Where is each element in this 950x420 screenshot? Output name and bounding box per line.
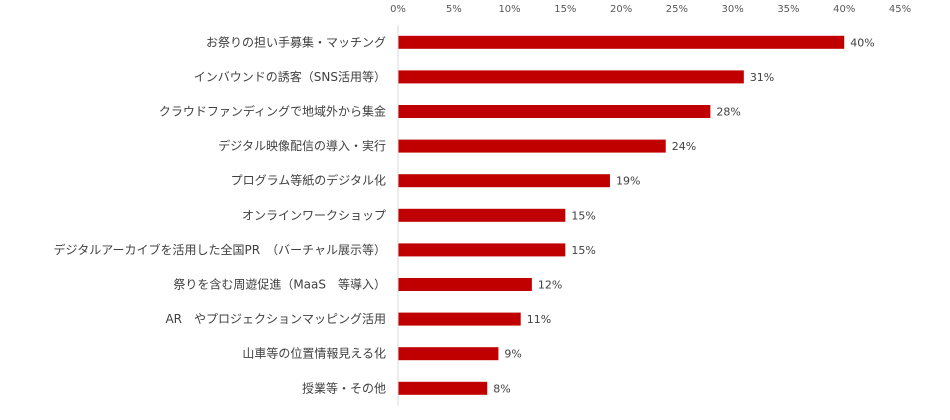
x-tick-label: 40% xyxy=(833,4,855,15)
bar xyxy=(398,347,499,361)
bar xyxy=(398,174,610,188)
category-label: プログラム等紙のデジタル化 xyxy=(231,173,386,188)
data-label: 11% xyxy=(527,313,551,326)
x-tick-label: 5% xyxy=(446,4,462,15)
data-label: 12% xyxy=(538,279,562,292)
bar xyxy=(398,35,845,49)
category-label: AR やプロジェクションマッピング活用 xyxy=(165,312,386,326)
bar xyxy=(398,70,744,84)
category-label: 山車等の位置情報見える化 xyxy=(242,346,386,361)
x-tick-label: 20% xyxy=(610,4,632,15)
category-label: デジタル映像配信の導入・実行 xyxy=(218,138,386,153)
data-label: 15% xyxy=(571,244,595,257)
category-label: デジタルアーカイブを活用した全国PR （バーチャル展示等） xyxy=(54,242,387,257)
bar xyxy=(398,312,521,326)
category-label: 授業等・その他 xyxy=(302,380,386,395)
category-label: 祭りを含む周遊促進（MaaS 等導入） xyxy=(173,277,386,292)
x-tick-label: 45% xyxy=(889,4,911,15)
data-label: 19% xyxy=(616,175,640,188)
data-label: 40% xyxy=(850,36,874,49)
bar xyxy=(398,243,566,257)
bars: お祭りの担い手募集・マッチング 40% インバウンドの誘客（SNS活用等） 31% クラ… xyxy=(54,34,875,395)
x-tick-label: 30% xyxy=(722,4,744,15)
data-label: 24% xyxy=(672,140,696,153)
category-label: クラウドファンディングで地域外から集金 xyxy=(159,104,386,119)
category-label: お祭りの担い手募集・マッチング xyxy=(206,34,386,49)
x-tick-label: 15% xyxy=(554,4,576,15)
category-label: インバウンドの誘客（SNS活用等） xyxy=(194,69,386,84)
bar xyxy=(398,139,666,153)
data-label: 8% xyxy=(493,382,510,395)
bar xyxy=(398,381,488,395)
x-tick-label: 35% xyxy=(777,4,799,15)
data-label: 28% xyxy=(716,106,740,119)
x-tick-label: 25% xyxy=(666,4,688,15)
x-tick-label: 0% xyxy=(390,4,406,15)
bar xyxy=(398,278,532,291)
bar xyxy=(398,105,711,118)
x-tick-label: 10% xyxy=(498,4,520,15)
data-label: 31% xyxy=(750,71,774,84)
category-label: オンラインワークショップ xyxy=(242,208,386,222)
bar xyxy=(398,208,566,222)
data-label: 9% xyxy=(504,348,521,361)
x-axis-ticks: 0% 5% 10% 15% 20% 25% 30% 35% 40% 45% xyxy=(390,4,911,15)
data-label: 15% xyxy=(571,209,595,222)
